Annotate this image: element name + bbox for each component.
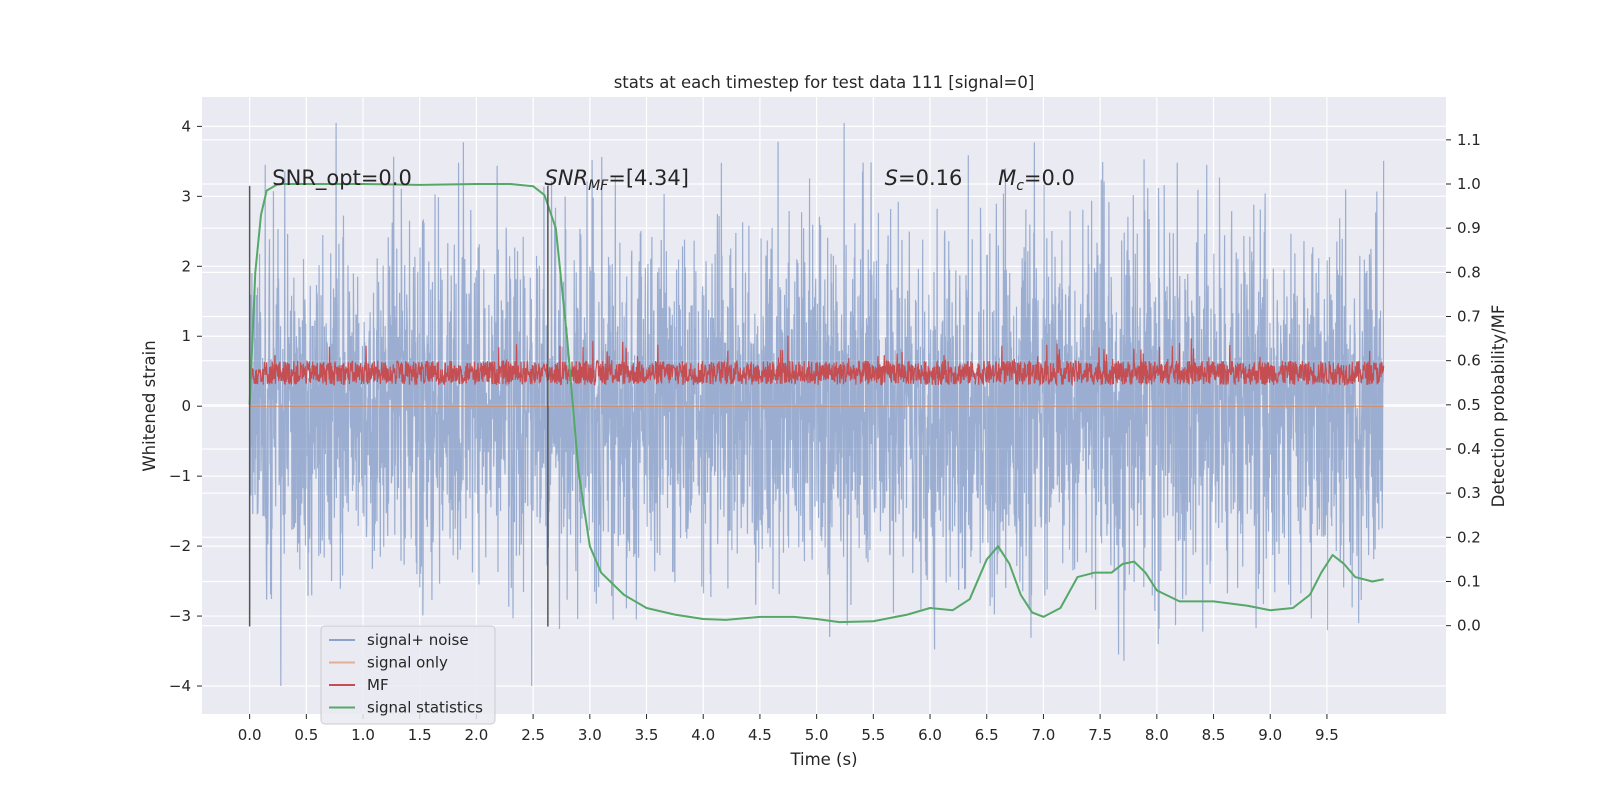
y2-tick-label: 0.9 — [1457, 219, 1481, 237]
x-tick-label: 0.0 — [238, 726, 262, 744]
series-layer — [248, 122, 1385, 687]
x-tick-label: 6.0 — [918, 726, 942, 744]
annotation-3: Mc=0.0 — [998, 166, 1075, 194]
x-tick-label: 9.5 — [1315, 726, 1339, 744]
y-tick-label: 4 — [181, 117, 191, 135]
x-tick-label: 2.0 — [464, 726, 488, 744]
x-tick-label: 5.5 — [861, 726, 885, 744]
series-signal-noise — [249, 122, 1385, 687]
annotation-2: S=0.16 — [885, 166, 963, 190]
annotations: SNR_opt=0.0 SNRMF=[4.34] S=0.16 Mc=0.0 — [272, 166, 1075, 194]
y2-tick-label: 0.1 — [1457, 573, 1481, 591]
x-tick-label: 0.5 — [294, 726, 318, 744]
series-signal-statistics — [248, 183, 1384, 624]
y-tick-label: 3 — [181, 187, 191, 205]
x-tick-label: 8.5 — [1202, 726, 1226, 744]
x-tick-label: 4.5 — [748, 726, 772, 744]
y2-tick-label: 0.0 — [1457, 617, 1481, 635]
x-tick-label: 7.0 — [1031, 726, 1055, 744]
y-tick-label: 0 — [181, 397, 191, 415]
y2-tick-label: 1.1 — [1457, 131, 1481, 149]
y-tick-label: −1 — [169, 467, 191, 485]
x-tick-label: 4.0 — [691, 726, 715, 744]
annotation-0: SNR_opt=0.0 — [272, 166, 412, 191]
y-tick-label: 1 — [181, 327, 191, 345]
annotation-subscript: c — [1016, 178, 1024, 194]
annotation-symbol: SNR — [544, 166, 588, 190]
x-tick-label: 2.5 — [521, 726, 545, 744]
chart-title: stats at each timestep for test data 111… — [614, 73, 1035, 92]
y2-tick-label: 0.3 — [1457, 484, 1481, 502]
series-mf — [249, 335, 1385, 387]
y-tick-label: −4 — [169, 677, 191, 695]
y-tick-label: 2 — [181, 257, 191, 275]
annotation-symbol: M — [998, 166, 1016, 190]
annotation-value: =0.0 — [1024, 166, 1075, 190]
legend-label: signal+ noise — [367, 631, 469, 649]
y2-tick-label: 1.0 — [1457, 175, 1481, 193]
y2-tick-label: 0.4 — [1457, 440, 1481, 458]
legend: signal+ noise signal only MF signal statist… — [320, 625, 496, 725]
x-axis-label: Time (s) — [789, 750, 857, 769]
x-tick-label: 5.0 — [805, 726, 829, 744]
x-tick-label: 6.5 — [975, 726, 999, 744]
y2-tick-label: 0.6 — [1457, 352, 1481, 370]
vertical-markers — [248, 185, 549, 627]
x-tick-label: 9.0 — [1258, 726, 1282, 744]
ticks: 0.0 0.5 1.0 1.5 2.0 2.5 3.0 3.5 4.0 4.5 5.0 5.5 6.0 6… — [169, 117, 1481, 744]
legend-label: MF — [367, 676, 389, 694]
annotation-subscript: MF — [588, 178, 609, 194]
legend-label: signal statistics — [367, 699, 483, 717]
y2-tick-label: 0.5 — [1457, 396, 1481, 414]
x-tick-label: 8.0 — [1145, 726, 1169, 744]
annotation-1: SNRMF=[4.34] — [544, 166, 689, 194]
legend-box — [320, 625, 496, 725]
annotation-symbol: S — [885, 166, 898, 190]
y2-axis-label: Detection probability/MF — [1489, 305, 1508, 508]
x-tick-label: 3.5 — [635, 726, 659, 744]
annotation-value: =0.16 — [898, 166, 962, 190]
y-axis-label: Whitened strain — [140, 340, 159, 471]
x-tick-label: 1.0 — [351, 726, 375, 744]
legend-label: signal only — [367, 654, 448, 672]
x-tick-label: 3.0 — [578, 726, 602, 744]
x-tick-label: 7.5 — [1088, 726, 1112, 744]
y2-tick-label: 0.7 — [1457, 308, 1481, 326]
x-tick-label: 1.5 — [408, 726, 432, 744]
y2-tick-label: 0.8 — [1457, 263, 1481, 281]
y-tick-label: −2 — [169, 537, 191, 555]
annotation-value: =[4.34] — [608, 166, 689, 190]
y2-tick-label: 0.2 — [1457, 528, 1481, 546]
y-tick-label: −3 — [169, 607, 191, 625]
